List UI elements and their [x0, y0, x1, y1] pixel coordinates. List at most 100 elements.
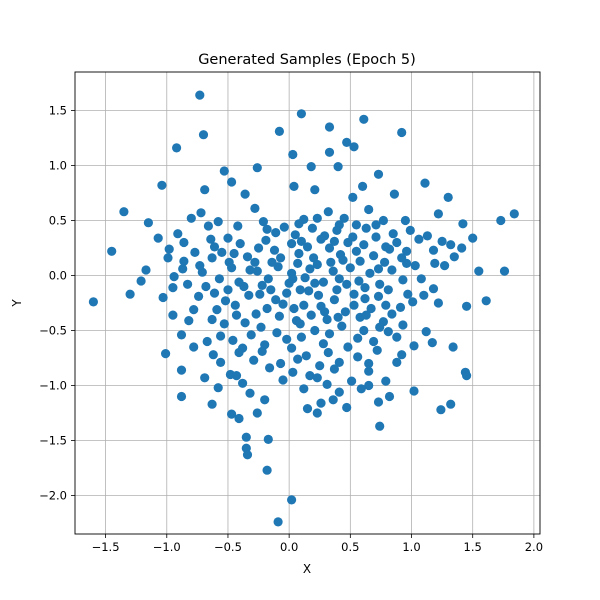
scatter-point: [227, 263, 237, 273]
scatter-point: [338, 255, 348, 265]
scatter-point: [310, 325, 320, 336]
scatter-point: [143, 218, 153, 228]
scatter-point: [499, 266, 510, 276]
scatter-point: [252, 408, 262, 418]
scatter-point: [318, 339, 328, 349]
y-tick-label: −1.0: [39, 379, 67, 393]
scatter-point: [334, 274, 344, 284]
scatter-point: [282, 288, 292, 298]
scatter-point: [299, 384, 309, 394]
scatter-point: [227, 177, 237, 187]
scatter-point: [428, 284, 439, 294]
scatter-point: [402, 246, 412, 256]
scatter-point: [440, 261, 450, 271]
scatter-point: [240, 189, 250, 199]
scatter-point: [295, 319, 305, 329]
scatter-point: [462, 301, 472, 311]
scatter-point: [173, 229, 183, 239]
scatter-point: [229, 248, 239, 259]
scatter-point: [260, 395, 270, 405]
scatter-point: [468, 233, 478, 243]
scatter-point: [364, 358, 374, 369]
scatter-point: [157, 180, 167, 190]
scatter-point: [269, 245, 280, 255]
scatter-point: [178, 264, 188, 274]
scatter-point: [195, 261, 205, 271]
scatter-point: [373, 291, 384, 301]
scatter-point: [333, 312, 343, 322]
scatter-point: [339, 213, 349, 223]
y-axis-label: Y: [10, 299, 24, 308]
scatter-point: [433, 298, 443, 308]
scatter-point: [310, 185, 320, 195]
scatter-point: [384, 391, 395, 402]
scatter-point: [201, 281, 211, 292]
scatter-point: [365, 268, 375, 278]
scatter-point: [282, 334, 292, 344]
x-tick-label: 1.0: [402, 540, 420, 554]
scatter-point: [353, 333, 363, 343]
scatter-point: [290, 230, 300, 240]
scatter-point: [496, 215, 506, 226]
scatter-point: [194, 291, 204, 301]
scatter-point: [207, 253, 217, 263]
scatter-point: [296, 236, 306, 246]
scatter-point: [289, 181, 299, 191]
scatter-point: [256, 322, 266, 332]
scatter-point: [359, 240, 369, 250]
scatter-point: [343, 342, 353, 352]
scatter-point: [443, 192, 453, 202]
scatter-point: [446, 399, 456, 409]
scatter-point: [119, 207, 129, 217]
scatter-point: [422, 231, 432, 241]
scatter-point: [306, 310, 316, 320]
x-tick-label: −1.0: [153, 540, 181, 554]
scatter-point: [267, 257, 277, 267]
scatter-point: [179, 256, 189, 266]
scatter-point: [136, 276, 146, 286]
scatter-point: [300, 273, 310, 283]
y-tick-label: 0.0: [49, 269, 67, 283]
scatter-point: [302, 242, 313, 252]
scatter-point: [369, 336, 379, 347]
scatter-point: [375, 421, 385, 431]
x-axis-label: X: [303, 562, 311, 576]
scatter-point: [209, 242, 220, 252]
scatter-point: [371, 220, 381, 230]
x-tick-label: 2.0: [525, 540, 543, 554]
scatter-point: [220, 296, 231, 306]
scatter-point: [392, 332, 402, 342]
scatter-point: [141, 265, 151, 275]
scatter-point: [345, 263, 355, 273]
scatter-point: [324, 329, 335, 339]
scatter-point: [348, 232, 358, 242]
scatter-point: [481, 296, 491, 306]
scatter-point: [279, 222, 289, 232]
scatter-point: [381, 242, 391, 252]
scatter-point: [266, 285, 276, 295]
scatter-point: [234, 413, 244, 424]
scatter-point: [388, 229, 398, 239]
scatter-point: [437, 236, 447, 246]
scatter-point: [381, 376, 391, 386]
scatter-point: [324, 122, 335, 132]
scatter-point: [161, 349, 171, 359]
scatter-point: [356, 384, 366, 394]
scatter-point: [213, 383, 223, 393]
scatter-point: [262, 303, 272, 314]
scatter-point: [227, 409, 237, 419]
scatter-point: [169, 272, 179, 282]
scatter-point: [289, 303, 299, 314]
scatter-point: [208, 350, 218, 360]
scatter-point: [316, 398, 326, 408]
scatter-point: [318, 277, 328, 287]
scatter-point: [287, 239, 297, 249]
chart-title: Generated Samples (Epoch 5): [198, 52, 416, 68]
scatter-point: [333, 162, 343, 172]
scatter-point: [355, 256, 365, 266]
scatter-point: [398, 275, 408, 285]
scatter-point: [254, 243, 264, 253]
y-tick-label: 1.0: [49, 159, 67, 173]
scatter-point: [353, 352, 363, 362]
